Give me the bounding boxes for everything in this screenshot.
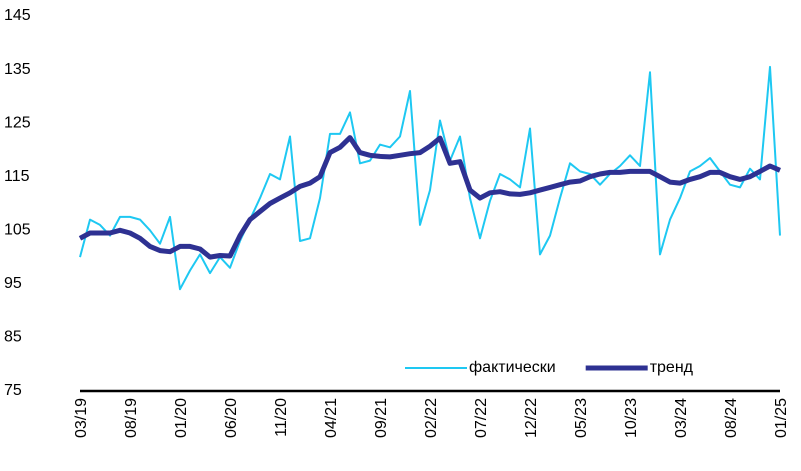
y-tick-label: 125 xyxy=(4,114,31,131)
x-tick-label: 05/23 xyxy=(573,398,590,438)
y-tick-label: 95 xyxy=(4,275,22,292)
y-tick-label: 145 xyxy=(4,7,31,24)
y-tick-label: 115 xyxy=(4,168,30,185)
x-tick-label: 11/20 xyxy=(273,398,290,437)
x-tick-label: 03/24 xyxy=(673,398,690,438)
y-tick-label: 85 xyxy=(4,329,22,346)
x-tick-label: 04/21 xyxy=(323,398,340,438)
x-tick-label: 01/20 xyxy=(173,398,190,438)
x-tick-label: 09/21 xyxy=(373,398,390,438)
series-line xyxy=(78,135,781,260)
y-tick-label: 75 xyxy=(4,382,22,399)
legend-label: фактически xyxy=(469,359,556,376)
x-tick-label: 10/23 xyxy=(623,398,640,438)
series-line xyxy=(79,65,781,291)
y-tick-label: 105 xyxy=(4,222,31,239)
y-tick-label: 135 xyxy=(4,61,31,78)
legend-label: тренд xyxy=(650,359,694,376)
x-tick-label: 08/24 xyxy=(723,398,740,438)
x-tick-label: 02/22 xyxy=(423,398,440,438)
x-tick-label: 01/25 xyxy=(773,398,790,438)
x-tick-label: 03/19 xyxy=(73,398,90,438)
x-tick-label: 12/22 xyxy=(523,398,540,438)
x-tick-label: 08/19 xyxy=(123,398,140,438)
x-tick-label: 06/20 xyxy=(223,398,240,438)
x-tick-label: 07/22 xyxy=(473,398,490,438)
